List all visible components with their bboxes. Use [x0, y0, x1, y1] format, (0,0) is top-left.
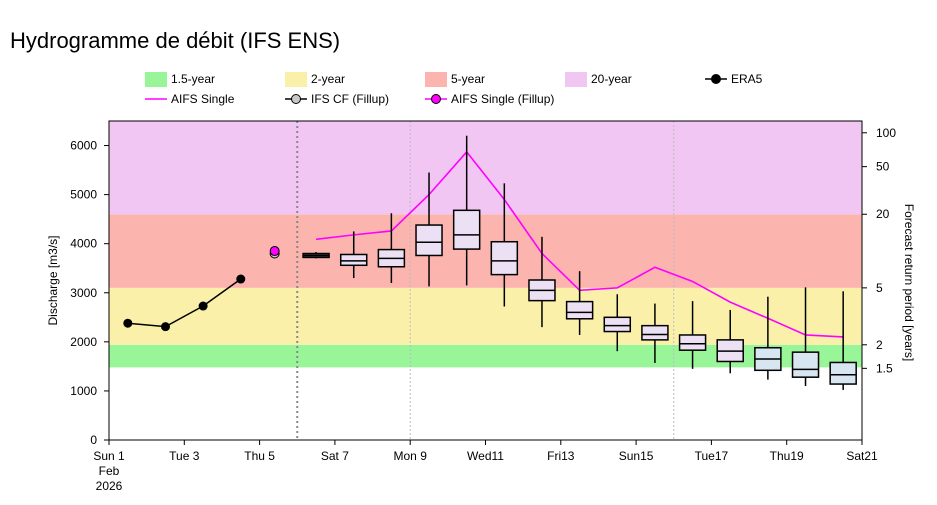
band-2-year: [109, 287, 862, 345]
return-period-tick-label: 100: [876, 126, 896, 140]
ens-box-6: [528, 236, 556, 328]
ens-box-3: [415, 172, 443, 287]
x-tick-label: Mon 9: [394, 449, 428, 463]
ens-box-8: [603, 294, 632, 352]
x-tick-sublabel: 2026: [96, 479, 123, 493]
return-period-tick-label: 1.5: [876, 361, 893, 375]
legend-item-1-5-year: 1.5-year: [145, 72, 215, 87]
box-body: [565, 300, 594, 320]
y-tick-label: 5000: [70, 188, 97, 202]
x-tick-label: Thu19: [770, 449, 804, 463]
era5-point-2: [198, 301, 208, 311]
legend-label: 5-year: [451, 72, 485, 86]
legend-item-2-year: 2-year: [285, 72, 345, 87]
plot-inner: [109, 121, 862, 440]
ens-box-14: [829, 291, 857, 390]
x-tick-sublabel: Feb: [99, 464, 120, 478]
ens-box-5: [490, 183, 519, 307]
chart-title: Hydrogramme de débit (IFS ENS): [10, 28, 341, 53]
return-period-tick-label: 2: [876, 338, 883, 352]
legend-item-aifs-single: AIFS Single: [145, 92, 235, 106]
box-body: [678, 334, 707, 351]
legend-label: 20-year: [591, 72, 632, 86]
band-1.5-year: [109, 344, 862, 368]
y-tick-label: 3000: [70, 286, 97, 300]
x-tick-label: Sat 7: [321, 449, 349, 463]
legend-item-ifs-cf-fillup-: IFS CF (Fillup): [285, 92, 389, 106]
box-body: [415, 224, 443, 257]
axes: 0 1000 2000 3000 4000 5000 6000 Discharge [m3/s…: [46, 120, 916, 493]
return-period-tick-label: 50: [876, 160, 890, 174]
legend-item-era5: ERA5: [705, 72, 763, 86]
y-tick-label: 2000: [70, 335, 97, 349]
plot-area: [109, 121, 862, 440]
legend-label: ERA5: [731, 72, 763, 86]
x-tick-label: Fri13: [547, 449, 575, 463]
box-body: [490, 240, 519, 276]
x-tick-label: Tue 3: [169, 449, 200, 463]
legend-label: IFS CF (Fillup): [311, 92, 389, 106]
chart-legend: 1.5-year 2-year 5-year 20-year ERA5 AIFS Sing…: [145, 72, 763, 106]
y2-axis-label: Forecast return period [years]: [902, 204, 916, 361]
band-20-year: [109, 121, 862, 215]
ens-box-9: [641, 303, 669, 363]
x-tick-label: Sun15: [619, 449, 654, 463]
x-tick-label: Tue17: [695, 449, 729, 463]
ens-box-4: [452, 135, 481, 286]
return-period-tick-label: 20: [876, 207, 890, 221]
legend-item-5-year: 5-year: [425, 72, 485, 87]
legend-label: 1.5-year: [171, 72, 215, 86]
y-tick-label: 0: [90, 433, 97, 447]
box-body: [339, 253, 368, 267]
legend-marker: [431, 94, 441, 104]
legend-marker: [711, 74, 721, 84]
band-5-year: [109, 214, 862, 288]
era5-point-3: [236, 274, 246, 284]
legend-swatch: [285, 72, 307, 87]
x-tick-label: Sat21: [846, 449, 878, 463]
legend-item-aifs-single-fillup-: AIFS Single (Fillup): [425, 92, 554, 106]
era5-point-0: [123, 318, 133, 328]
box-body: [641, 324, 669, 341]
ens-box-12: [754, 296, 782, 380]
ens-box-1: [339, 231, 368, 279]
return-period-tick-label: 5: [876, 281, 883, 295]
legend-marker: [291, 94, 301, 104]
x-tick-label: Sun 1: [93, 449, 125, 463]
legend-swatch: [565, 72, 587, 87]
box-body: [452, 209, 481, 250]
ens-box-10: [678, 301, 707, 369]
ens-box-11: [716, 309, 744, 374]
x-tick-label: Thu 5: [244, 449, 275, 463]
legend-item-20-year: 20-year: [565, 72, 632, 87]
ens-box-2: [377, 213, 406, 283]
y-axis-label: Discharge [m3/s]: [46, 235, 60, 325]
y-tick-label: 4000: [70, 237, 97, 251]
x-tick-label: Wed11: [467, 449, 504, 463]
y-tick-label: 6000: [70, 139, 97, 153]
legend-label: AIFS Single (Fillup): [451, 92, 554, 106]
legend-label: AIFS Single: [171, 92, 235, 106]
era5-point-1: [160, 322, 170, 332]
ens-box-7: [565, 271, 594, 335]
legend-swatch: [425, 72, 447, 87]
aifs-single-fillup-point: [269, 246, 280, 257]
box-body: [829, 361, 857, 385]
ens-box-13: [791, 287, 820, 387]
box-body: [603, 316, 632, 333]
legend-label: 2-year: [311, 72, 345, 86]
era5-line: [127, 278, 242, 328]
legend-swatch: [145, 72, 167, 87]
box-body: [791, 351, 820, 378]
ens-box-0: [302, 252, 330, 259]
y-tick-label: 1000: [70, 384, 97, 398]
